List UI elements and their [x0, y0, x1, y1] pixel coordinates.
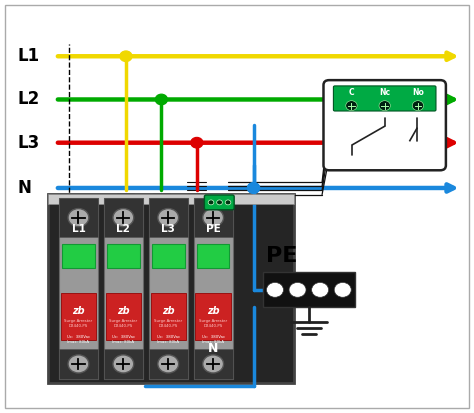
Bar [61, 293, 96, 340]
Bar [193, 198, 233, 237]
Text: Surge Arrester: Surge Arrester [109, 319, 137, 323]
FancyBboxPatch shape [204, 195, 234, 210]
Bar [104, 349, 143, 380]
Text: zb: zb [207, 306, 219, 316]
Text: Uc:  380Vac: Uc: 380Vac [157, 335, 180, 339]
Circle shape [247, 183, 260, 193]
Circle shape [68, 355, 89, 373]
Text: zb: zb [162, 306, 174, 316]
Text: Surge Arrester: Surge Arrester [199, 319, 227, 323]
Bar [197, 244, 229, 268]
Circle shape [311, 282, 328, 297]
Text: D2440-PS: D2440-PS [69, 324, 88, 328]
Text: No: No [412, 88, 424, 97]
Circle shape [266, 282, 283, 297]
Text: zb: zb [72, 306, 85, 316]
Bar [263, 272, 355, 307]
Bar [104, 198, 143, 237]
Text: C: C [349, 88, 354, 97]
Text: Nc: Nc [379, 88, 390, 97]
Text: Imax: 80kA: Imax: 80kA [112, 340, 134, 344]
Bar [149, 198, 188, 380]
Text: N: N [17, 179, 31, 197]
Circle shape [208, 200, 214, 205]
Text: Imax: 80kA: Imax: 80kA [157, 340, 179, 344]
Bar [153, 194, 170, 206]
Circle shape [158, 209, 179, 227]
Circle shape [113, 209, 134, 227]
Text: N: N [208, 342, 219, 355]
Bar [48, 194, 294, 204]
Bar [48, 194, 294, 384]
Circle shape [379, 101, 391, 111]
Bar [149, 349, 188, 380]
Text: L1: L1 [17, 47, 39, 65]
Circle shape [334, 282, 351, 297]
Bar [106, 293, 141, 340]
Text: D2440-PS: D2440-PS [114, 324, 133, 328]
Circle shape [158, 355, 179, 373]
Circle shape [247, 183, 260, 193]
Bar [152, 244, 184, 268]
Circle shape [225, 200, 231, 205]
Text: Uc:  380Vac: Uc: 380Vac [112, 335, 135, 339]
Circle shape [120, 51, 132, 62]
Bar [193, 198, 233, 380]
Bar [151, 293, 186, 340]
Text: L2: L2 [17, 90, 39, 109]
FancyBboxPatch shape [333, 86, 436, 111]
Bar [59, 198, 98, 380]
FancyBboxPatch shape [323, 80, 446, 170]
Text: L1: L1 [72, 224, 85, 234]
Bar [188, 194, 205, 206]
Bar [59, 349, 98, 380]
Circle shape [289, 282, 306, 297]
Circle shape [113, 355, 134, 373]
Text: PE: PE [266, 246, 298, 266]
Text: Uc:  380Vac: Uc: 380Vac [67, 335, 90, 339]
Text: Uc:  380Vac: Uc: 380Vac [201, 335, 225, 339]
Text: L2: L2 [117, 224, 130, 234]
Text: L3: L3 [17, 134, 39, 152]
Text: Imax: 80kA: Imax: 80kA [202, 340, 224, 344]
Text: Imax: 80kA: Imax: 80kA [67, 340, 90, 344]
Text: Surge Arrester: Surge Arrester [154, 319, 182, 323]
Circle shape [203, 209, 224, 227]
Bar [149, 198, 188, 237]
Circle shape [191, 138, 203, 148]
Circle shape [217, 200, 222, 205]
Bar [62, 244, 95, 268]
Bar [59, 198, 98, 237]
Text: zb: zb [117, 306, 130, 316]
Text: L3: L3 [161, 224, 175, 234]
Circle shape [155, 94, 167, 105]
Bar [107, 244, 140, 268]
Circle shape [412, 101, 424, 111]
Text: D2440-PS: D2440-PS [159, 324, 178, 328]
Bar [104, 198, 143, 380]
Text: D2440-PS: D2440-PS [203, 324, 223, 328]
Circle shape [203, 355, 224, 373]
Bar [193, 349, 233, 380]
Circle shape [68, 209, 89, 227]
Bar [195, 293, 231, 340]
Bar [118, 194, 135, 206]
Text: Surge Arrester: Surge Arrester [64, 319, 92, 323]
Circle shape [346, 101, 357, 111]
Text: PE: PE [206, 224, 220, 234]
